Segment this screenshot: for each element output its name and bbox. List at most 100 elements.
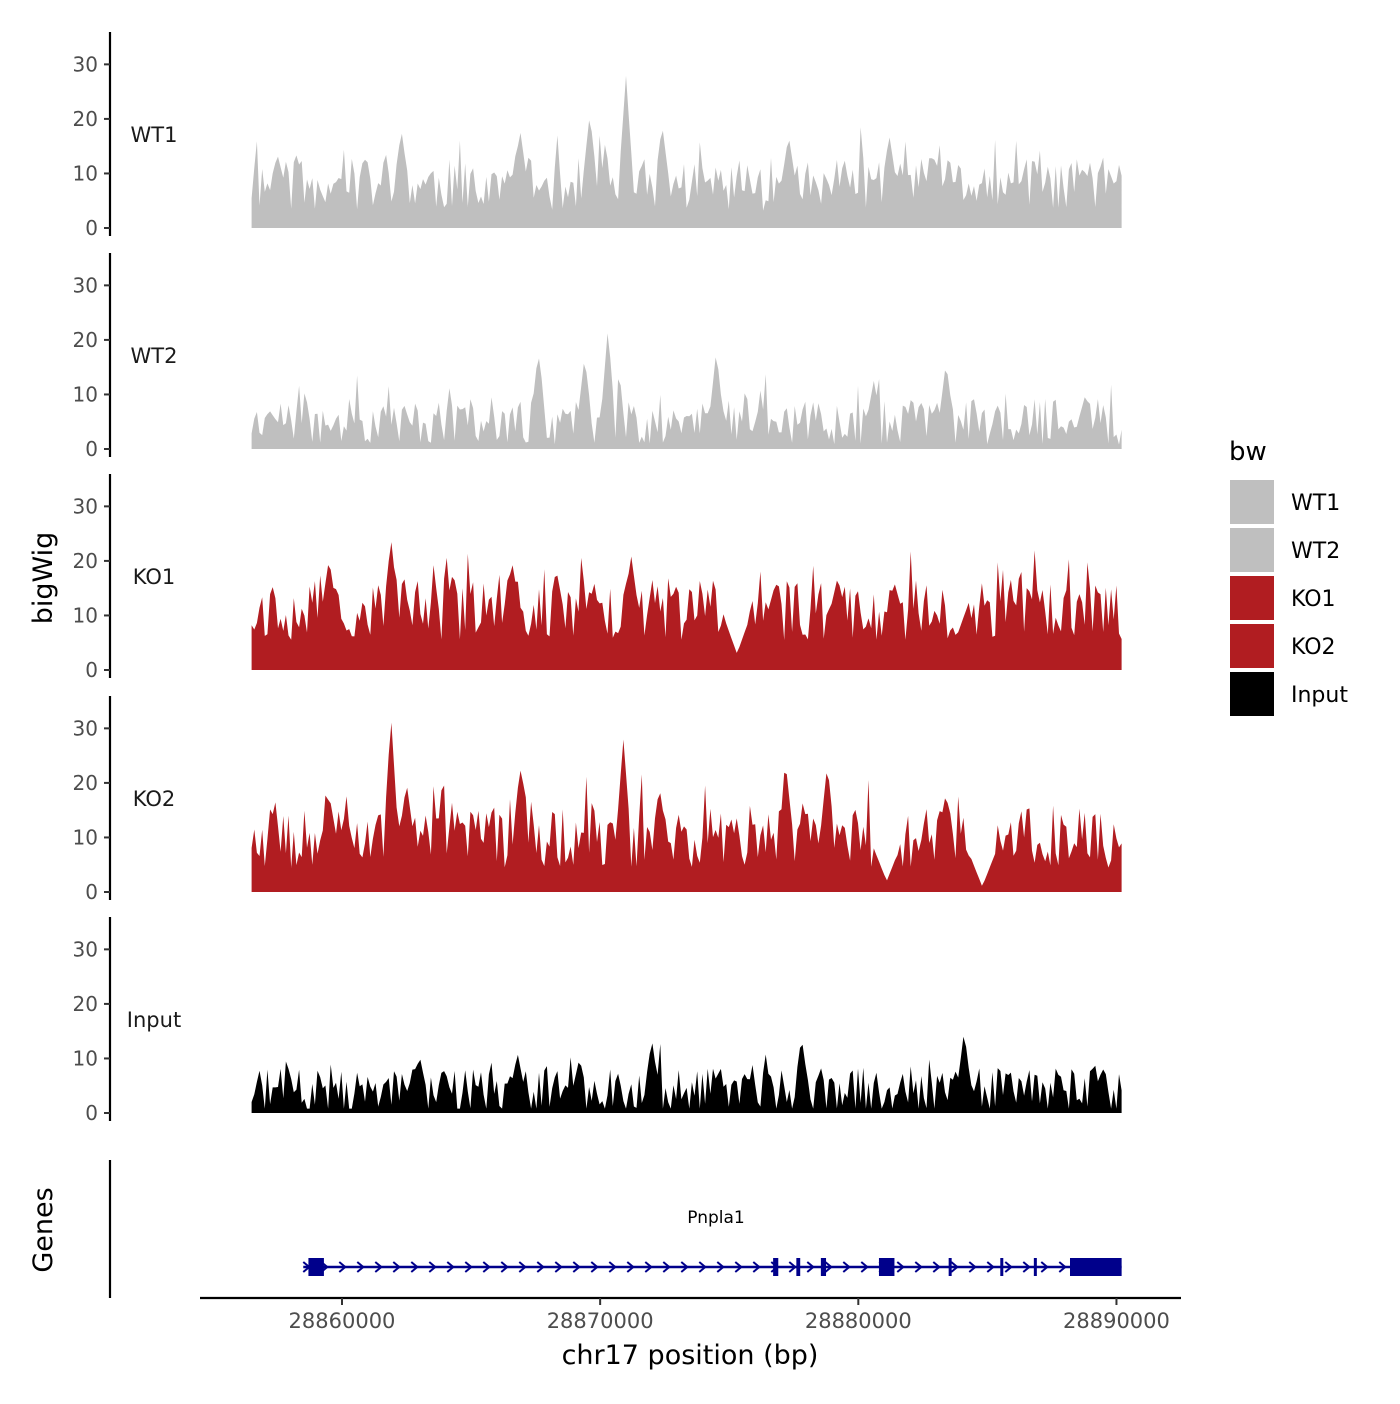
strand-chevron: [356, 1261, 365, 1273]
strand-chevron: [644, 1261, 653, 1273]
x-tick-label: 28890000: [1063, 1309, 1170, 1333]
y-tick-label: 0: [85, 1101, 98, 1125]
strand-chevron: [482, 1261, 491, 1273]
gene-exon: [1033, 1258, 1037, 1276]
strand-chevron: [338, 1261, 347, 1273]
legend-key-ko1: [1230, 576, 1274, 620]
track-label: KO2: [133, 787, 176, 811]
strand-chevron: [446, 1261, 455, 1273]
track-label: WT1: [131, 123, 178, 147]
bigwig-tracks: 0 10 20 30 WT1 0 10 20 30 WT2 0 10 20 30 KO1 0 10 20 30 KO2…: [73, 32, 1122, 1125]
track-ko2: 0 10 20 30 KO2: [73, 696, 1122, 904]
gene-exon: [773, 1258, 779, 1276]
gene-track: Pnpla1: [108, 1160, 1122, 1298]
strand-chevron: [806, 1261, 815, 1273]
strand-chevron: [554, 1261, 563, 1273]
x-tick-label: 28880000: [805, 1309, 912, 1333]
strand-chevron: [698, 1261, 707, 1273]
y-tick-label: 10: [73, 161, 98, 185]
gene-exon: [1069, 1258, 1122, 1276]
strand-chevron: [428, 1261, 437, 1273]
legend-key-ko2: [1230, 624, 1274, 668]
y-tick-label: 30: [73, 716, 98, 740]
legend-key-wt1: [1230, 480, 1274, 524]
strand-chevron: [716, 1261, 725, 1273]
strand-chevron: [374, 1261, 383, 1273]
strand-chevron: [968, 1261, 977, 1273]
strand-chevron: [788, 1261, 797, 1273]
track-wt1: 0 10 20 30 WT1: [73, 32, 1122, 240]
strand-chevron: [518, 1261, 527, 1273]
legend-key-input: [1230, 672, 1274, 716]
y-tick-label: 30: [73, 52, 98, 76]
legend-label: KO2: [1291, 635, 1336, 660]
y-tick-label: 0: [85, 437, 98, 461]
strand-chevron: [500, 1261, 509, 1273]
legend-label: WT2: [1291, 539, 1340, 564]
signal-area-input: [251, 1036, 1122, 1113]
signal-area-ko1: [251, 542, 1122, 670]
y-tick-label: 10: [73, 1046, 98, 1070]
track-label: WT2: [131, 344, 178, 368]
strand-chevron: [824, 1261, 833, 1273]
gene-exon: [878, 1258, 895, 1276]
track-label: KO1: [133, 565, 176, 589]
track-wt2: 0 10 20 30 WT2: [73, 253, 1122, 461]
gene-exon: [820, 1258, 827, 1276]
y-tick-label: 0: [85, 216, 98, 240]
y-tick-label: 30: [73, 494, 98, 518]
y-tick-label: 30: [73, 273, 98, 297]
x-tick-label: 28870000: [547, 1309, 654, 1333]
strand-chevron: [608, 1261, 617, 1273]
strand-chevron: [1004, 1261, 1013, 1273]
strand-chevron: [1022, 1261, 1031, 1273]
gene-exon: [308, 1258, 324, 1276]
y-tick-label: 10: [73, 382, 98, 406]
legend: bw WT1 WT2 KO1 KO2 Input: [1229, 437, 1348, 716]
strand-chevron: [680, 1261, 689, 1273]
gene-exon: [1000, 1258, 1004, 1276]
strand-chevron: [752, 1261, 761, 1273]
track-ko1: 0 10 20 30 KO1: [73, 474, 1122, 682]
strand-chevron: [626, 1261, 635, 1273]
strand-chevron: [842, 1261, 851, 1273]
track-label: Input: [127, 1008, 181, 1032]
strand-chevron: [392, 1261, 401, 1273]
y-tick-label: 10: [73, 603, 98, 627]
y-tick-label: 20: [73, 992, 98, 1016]
legend-key-wt2: [1230, 528, 1274, 572]
track-input: 0 10 20 30 Input: [73, 917, 1122, 1125]
y-tick-label: 0: [85, 880, 98, 904]
y-tick-label: 10: [73, 825, 98, 849]
legend-label: KO1: [1291, 587, 1336, 612]
strand-chevron: [464, 1261, 473, 1273]
strand-chevron: [986, 1261, 995, 1273]
strand-chevron: [896, 1261, 905, 1273]
strand-chevron: [860, 1261, 869, 1273]
strand-chevron: [950, 1261, 959, 1273]
strand-chevron: [932, 1261, 941, 1273]
signal-area-ko2: [251, 722, 1122, 892]
strand-chevron: [572, 1261, 581, 1273]
x-axis: 28860000 28870000 28880000 28890000: [200, 1296, 1181, 1333]
strand-chevron: [662, 1261, 671, 1273]
legend-title: bw: [1229, 437, 1267, 467]
strand-chevron: [914, 1261, 923, 1273]
y-tick-label: 0: [85, 658, 98, 682]
y-tick-label: 30: [73, 937, 98, 961]
genes-track-label: Genes: [28, 1187, 59, 1272]
strand-chevron: [1040, 1261, 1049, 1273]
gene-exon: [948, 1258, 952, 1276]
y-tick-label: 20: [73, 328, 98, 352]
signal-area-wt1: [251, 75, 1122, 228]
x-axis-label: chr17 position (bp): [562, 1340, 819, 1371]
legend-label: Input: [1291, 683, 1348, 708]
gene-name-label: Pnpla1: [687, 1208, 744, 1228]
y-axis-label: bigWig: [28, 532, 59, 625]
strand-chevron: [734, 1261, 743, 1273]
strand-chevron: [536, 1261, 545, 1273]
signal-area-wt2: [251, 333, 1122, 449]
y-tick-label: 20: [73, 549, 98, 573]
y-tick-label: 20: [73, 771, 98, 795]
